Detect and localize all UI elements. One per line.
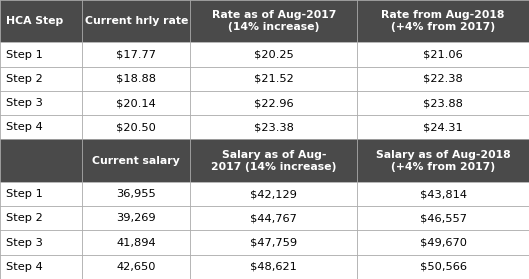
Text: 36,955: 36,955 bbox=[116, 189, 156, 199]
Text: $17.77: $17.77 bbox=[116, 50, 156, 60]
Text: Rate as of Aug-2017
(14% increase): Rate as of Aug-2017 (14% increase) bbox=[212, 10, 336, 32]
Text: Rate from Aug-2018
(+4% from 2017): Rate from Aug-2018 (+4% from 2017) bbox=[381, 10, 505, 32]
Text: $48,621: $48,621 bbox=[250, 262, 297, 272]
Text: Current hrly rate: Current hrly rate bbox=[85, 16, 188, 26]
Text: Salary as of Aug-
2017 (14% increase): Salary as of Aug- 2017 (14% increase) bbox=[211, 150, 336, 172]
Text: 39,269: 39,269 bbox=[116, 213, 156, 223]
Text: 42,650: 42,650 bbox=[116, 262, 156, 272]
Text: Step 1: Step 1 bbox=[6, 189, 43, 199]
Text: $21.52: $21.52 bbox=[254, 74, 294, 84]
Text: $47,759: $47,759 bbox=[250, 238, 297, 247]
Text: $20.14: $20.14 bbox=[116, 98, 156, 108]
Text: $20.50: $20.50 bbox=[116, 122, 156, 132]
Text: Step 3: Step 3 bbox=[6, 238, 43, 247]
Text: $21.06: $21.06 bbox=[423, 50, 463, 60]
Text: $49,670: $49,670 bbox=[419, 238, 467, 247]
Text: Step 4: Step 4 bbox=[6, 262, 42, 272]
Text: Step 2: Step 2 bbox=[6, 74, 42, 84]
Text: Step 1: Step 1 bbox=[6, 50, 43, 60]
Text: $42,129: $42,129 bbox=[250, 189, 297, 199]
Text: $44,767: $44,767 bbox=[250, 213, 297, 223]
Text: $46,557: $46,557 bbox=[419, 213, 467, 223]
Text: Step 4: Step 4 bbox=[6, 122, 42, 132]
Text: $23.38: $23.38 bbox=[254, 122, 294, 132]
Text: Salary as of Aug-2018
(+4% from 2017): Salary as of Aug-2018 (+4% from 2017) bbox=[376, 150, 510, 172]
Text: $22.96: $22.96 bbox=[254, 98, 294, 108]
Text: $43,814: $43,814 bbox=[419, 189, 467, 199]
Text: $23.88: $23.88 bbox=[423, 98, 463, 108]
Text: Step 3: Step 3 bbox=[6, 98, 43, 108]
Text: $20.25: $20.25 bbox=[254, 50, 294, 60]
Text: Current salary: Current salary bbox=[93, 156, 180, 166]
Text: 41,894: 41,894 bbox=[116, 238, 156, 247]
Text: $24.31: $24.31 bbox=[423, 122, 463, 132]
Text: $50,566: $50,566 bbox=[419, 262, 467, 272]
Text: HCA Step: HCA Step bbox=[6, 16, 63, 26]
Text: Step 2: Step 2 bbox=[6, 213, 42, 223]
Text: $22.38: $22.38 bbox=[423, 74, 463, 84]
Text: $18.88: $18.88 bbox=[116, 74, 156, 84]
